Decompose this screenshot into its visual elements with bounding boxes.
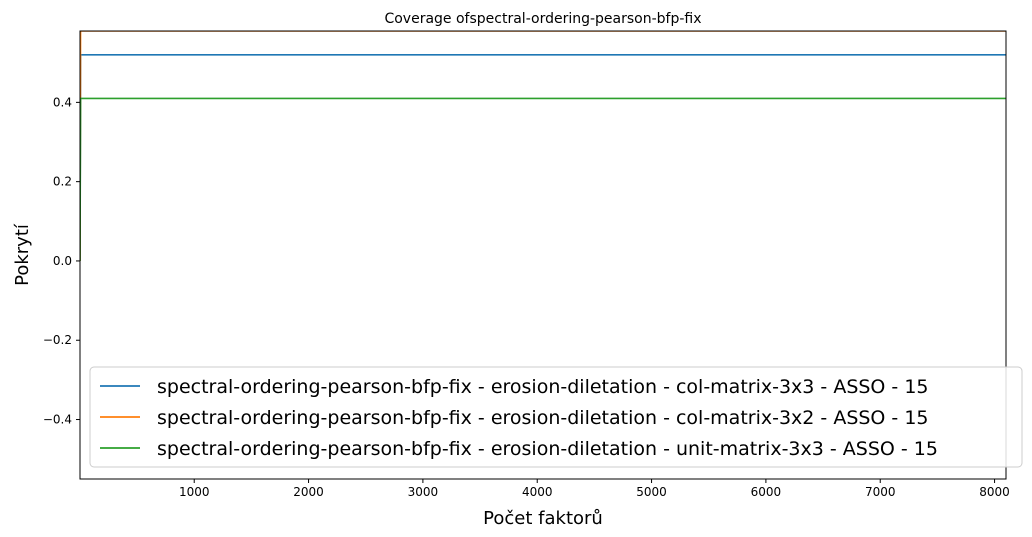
legend-box	[89, 366, 1023, 468]
axes-frame	[79, 30, 1007, 480]
y-tick-label: 0.0	[53, 254, 72, 268]
x-tick-label: 2000	[293, 485, 324, 499]
x-tick-label: 1000	[179, 485, 210, 499]
y-tick-label: 0.4	[53, 95, 72, 109]
y-tick-label: 0.2	[53, 175, 72, 189]
legend-label-1: spectral-ordering-pearson-bfp-fix - eros…	[157, 376, 929, 398]
x-tick-label: 6000	[751, 485, 782, 499]
y-axis-label: Pokrytí	[12, 223, 33, 286]
x-tick-label: 3000	[408, 485, 439, 499]
legend: spectral-ordering-pearson-bfp-fix - eros…	[89, 366, 1023, 468]
legend-label-3: spectral-ordering-pearson-bfp-fix - eros…	[157, 438, 938, 460]
x-tick-label: 5000	[636, 485, 667, 499]
ticks-layer: 1000 2000 3000 4000 5000 6000 7000 8000 −0.4 −0.2…	[43, 95, 1010, 499]
x-axis-label: Počet faktorů	[483, 508, 603, 529]
axes-layer	[79, 30, 1007, 480]
y-tick-label: −0.4	[43, 413, 72, 427]
y-tick-label: −0.2	[43, 333, 72, 347]
chart-title: Coverage ofspectral-ordering-pearson-bfp…	[384, 11, 701, 27]
x-tick-label: 8000	[979, 485, 1010, 499]
x-tick-label: 4000	[522, 485, 553, 499]
x-tick-label: 7000	[865, 485, 896, 499]
legend-label-2: spectral-ordering-pearson-bfp-fix - eros…	[157, 407, 929, 429]
